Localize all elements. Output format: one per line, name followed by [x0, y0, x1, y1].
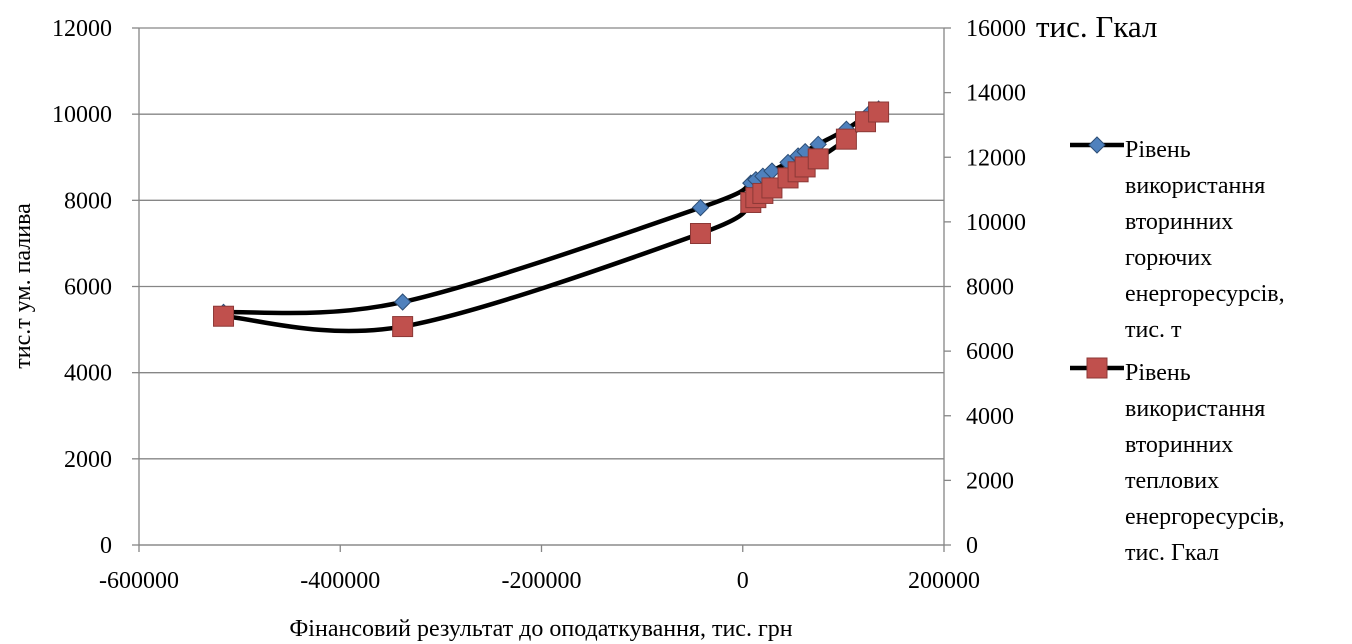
y-tick-label: 6000	[64, 275, 112, 301]
legend-label-line: теплових	[1125, 468, 1219, 494]
legend: Рівень використання вторинних горючих енерго…	[1070, 136, 1285, 566]
data-point	[868, 101, 890, 123]
series-line	[221, 106, 881, 316]
y-tick-label: 8000	[64, 188, 112, 214]
y-axis-label: тис.т ум. палива	[10, 203, 36, 369]
data-point	[393, 293, 412, 311]
y2-axis-unit-label: тис. Гкал	[1036, 9, 1157, 44]
data-point	[392, 316, 414, 338]
gridlines	[139, 27, 944, 546]
y2-tick-label: 14000	[966, 81, 1026, 107]
y2-tick-label: 16000	[966, 16, 1026, 42]
y2-axis-ticks: 0 2000 4000 6000 8000 10000 12000 14000 16000	[944, 16, 1026, 559]
legend-label-line: використання	[1125, 396, 1265, 422]
data-point	[213, 305, 235, 327]
series-line	[221, 109, 881, 334]
y2-tick-label: 4000	[966, 404, 1014, 430]
x-tick-label: -400000	[300, 568, 380, 594]
x-tick-label: -600000	[99, 568, 179, 594]
legend-label-line: використання	[1125, 173, 1265, 199]
x-axis-label: Фінансовий результат до оподаткування, т…	[289, 616, 792, 642]
legend-label-line: горючих	[1125, 245, 1212, 271]
legend-marker	[1088, 136, 1106, 154]
series-2	[213, 101, 890, 338]
data-point	[835, 128, 857, 150]
data-point	[689, 223, 711, 245]
x-tick-label: 200000	[908, 568, 980, 594]
legend-label-line: енергоресурсів,	[1125, 504, 1285, 530]
x-tick-label: -200000	[502, 568, 582, 594]
y2-tick-label: 12000	[966, 145, 1026, 171]
y-tick-label: 10000	[52, 102, 112, 128]
y-tick-label: 0	[100, 533, 112, 559]
series-group	[213, 100, 890, 338]
legend-label-line: тис. т	[1125, 317, 1182, 343]
y-tick-label: 4000	[64, 361, 112, 387]
legend-label-line: Рівень	[1125, 137, 1191, 163]
legend-label-line: енергоресурсів,	[1125, 281, 1285, 307]
y-tick-label: 12000	[52, 16, 112, 42]
legend-item-2: Рівень використання вторинних теплових енерг…	[1070, 357, 1285, 566]
y2-tick-label: 8000	[966, 275, 1014, 301]
legend-item-1: Рівень використання вторинних горючих енерго…	[1070, 136, 1285, 343]
y-tick-label: 2000	[64, 447, 112, 473]
y2-tick-label: 2000	[966, 468, 1014, 494]
legend-marker	[1086, 357, 1108, 379]
legend-label-line: тис. Гкал	[1125, 540, 1219, 566]
data-point	[807, 148, 829, 170]
x-axis-ticks: -600000 -400000 -200000 0 200000	[99, 545, 980, 594]
y2-tick-label: 0	[966, 533, 978, 559]
y-axis-ticks: 0 2000 4000 6000 8000 10000 12000	[52, 16, 139, 559]
y2-tick-label: 10000	[966, 210, 1026, 236]
y2-tick-label: 6000	[966, 339, 1014, 365]
legend-label-line: Рівень	[1125, 360, 1191, 386]
legend-label-line: вторинних	[1125, 209, 1233, 235]
x-tick-label: 0	[737, 568, 749, 594]
data-point	[691, 198, 710, 217]
legend-label-line: вторинних	[1125, 432, 1233, 458]
